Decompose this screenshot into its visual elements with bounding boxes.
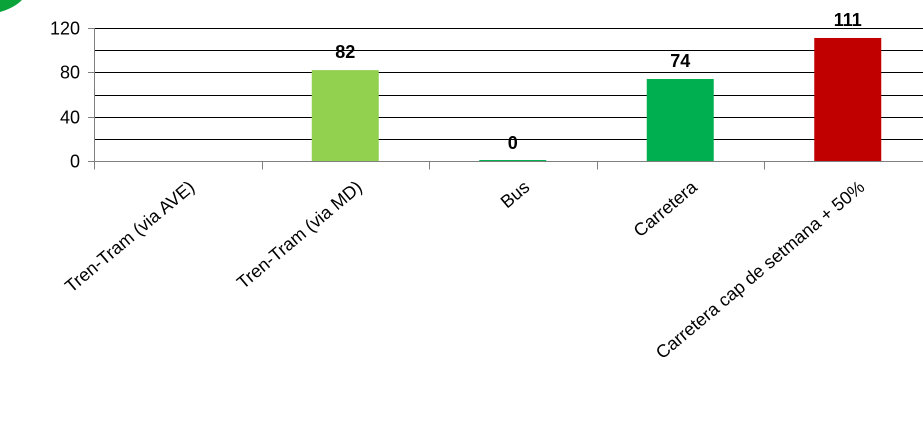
y-tick-label: 80 xyxy=(60,63,80,83)
y-tick-label: 120 xyxy=(50,19,80,39)
bar xyxy=(311,70,379,161)
data-label: 0 xyxy=(508,133,518,153)
y-axis: 0 40 80 120 xyxy=(50,19,95,172)
x-category-label: Carretera xyxy=(630,176,702,241)
bars xyxy=(311,37,882,161)
y-tick-label: 40 xyxy=(60,108,80,128)
x-category-label: Bus xyxy=(497,177,534,212)
bar xyxy=(814,37,882,161)
corner-logo-mark xyxy=(0,0,22,12)
bar xyxy=(479,160,547,161)
data-label: 74 xyxy=(670,51,690,71)
x-category-label: Tren-Tram (via MD) xyxy=(233,177,366,293)
data-label: 82 xyxy=(335,42,355,62)
bar xyxy=(646,78,714,161)
data-label: 111 xyxy=(834,10,862,30)
y-tick-label: 0 xyxy=(70,152,80,172)
x-category-label: Tren-Tram (via AVE) xyxy=(61,177,198,297)
x-axis: Tren-Tram (via AVE) Tren-Tram (via MD) Bus… xyxy=(61,161,923,363)
gridlines xyxy=(94,28,923,140)
data-labels: 82 0 74 111 xyxy=(335,10,862,153)
